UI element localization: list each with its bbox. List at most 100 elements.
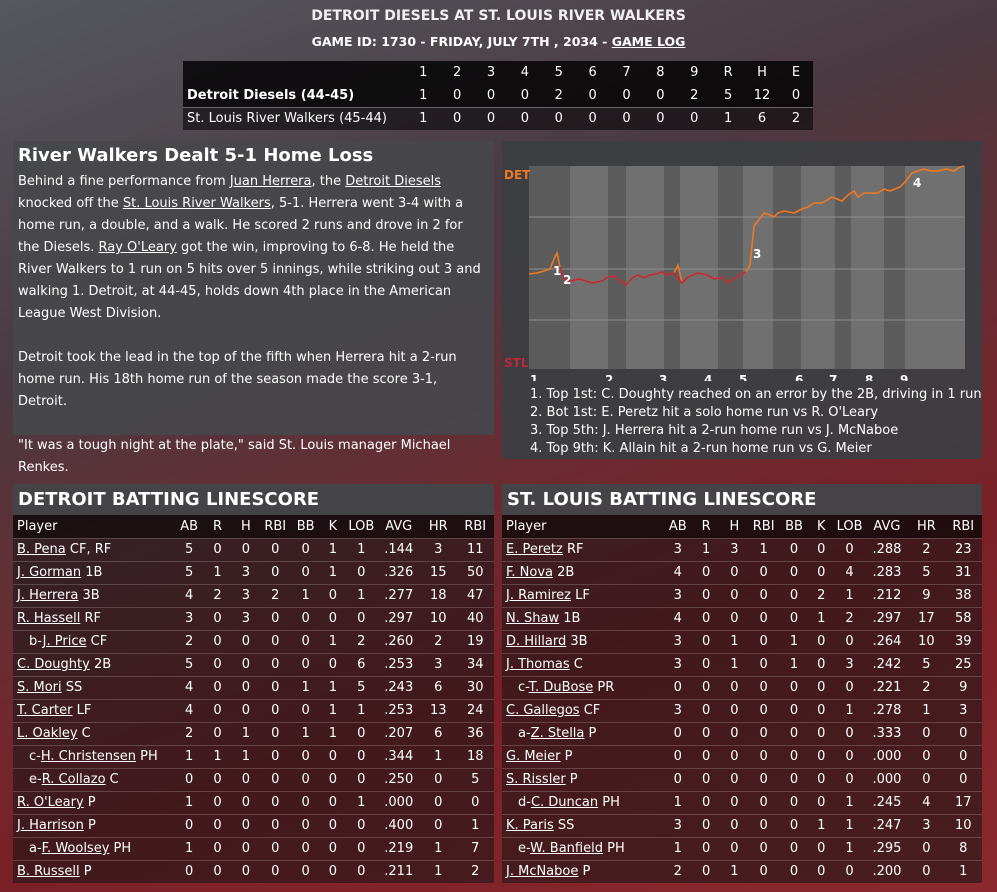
stat-cell: 0 bbox=[691, 629, 721, 653]
sub-prefix: e- bbox=[518, 841, 531, 856]
stat-cell: 0 bbox=[720, 813, 749, 837]
player-name-link[interactable]: C. Gallegos bbox=[506, 703, 580, 718]
player-position: P bbox=[79, 864, 92, 880]
player-name-link[interactable]: R. Collazo bbox=[41, 772, 106, 787]
player-name-link[interactable]: N. Shaw bbox=[506, 611, 560, 626]
player-name-link[interactable]: J. Price bbox=[42, 634, 87, 649]
player-name-link[interactable]: J. Harrison bbox=[17, 818, 84, 833]
player-link-oleary[interactable]: Ray O'Leary bbox=[98, 240, 177, 255]
stat-cell: 0 bbox=[290, 537, 321, 561]
player-name-link[interactable]: Z. Stella bbox=[530, 726, 585, 741]
stat-cell: 0 bbox=[748, 606, 779, 630]
stlouis-batting-table: Player AB R H RBI BB K LOB AVG HR RBI E. Peretz RF 3… bbox=[502, 515, 982, 883]
stat-cell: .264 bbox=[865, 629, 909, 653]
stat-cell: 0 bbox=[175, 859, 204, 883]
player-cell: G. Meier P bbox=[502, 744, 664, 768]
player-name-link[interactable]: F. Nova bbox=[506, 565, 553, 580]
stat-cell: 0 bbox=[290, 629, 321, 653]
player-name-link[interactable]: E. Peretz bbox=[506, 542, 563, 557]
win-probability-graph: DET STL 1 2 3 4 1 2 3 4 5 6 7 8 9 bbox=[504, 165, 965, 381]
player-cell: C. Gallegos CF bbox=[502, 698, 664, 722]
player-position: PH bbox=[136, 749, 158, 764]
player-position: C bbox=[569, 657, 583, 672]
stat-cell: 0 bbox=[748, 813, 779, 837]
player-name-link[interactable]: J. Ramirez bbox=[506, 588, 571, 603]
player-name-link[interactable]: L. Oakley bbox=[17, 726, 78, 741]
team-link-detroit[interactable]: Detroit Diesels bbox=[345, 174, 441, 189]
player-name-link[interactable]: J. Thomas bbox=[506, 657, 570, 672]
team-link-stlouis[interactable]: St. Louis River Walkers bbox=[122, 196, 271, 211]
batting-row: J. McNaboe P 2 0 1 0 0 0 0.200 0 1 bbox=[502, 859, 982, 883]
player-cell: R. O'Leary P bbox=[13, 790, 176, 814]
player-link-herrera[interactable]: Juan Herrera bbox=[229, 174, 312, 189]
game-log-link[interactable]: GAME LOG bbox=[611, 34, 686, 49]
stat-cell: 3 bbox=[908, 813, 945, 837]
stat-cell: 1 bbox=[809, 813, 834, 837]
stat-cell: .212 bbox=[865, 583, 909, 607]
player-name-link[interactable]: G. Meier bbox=[506, 749, 561, 764]
player-name-link[interactable]: K. Paris bbox=[506, 818, 554, 833]
win-probability-notes: 1. Top 1st: C. Doughty reached on an err… bbox=[530, 386, 982, 458]
player-name-link[interactable]: B. Pena bbox=[17, 542, 66, 557]
player-name-link[interactable]: D. Hillard bbox=[506, 634, 567, 649]
player-name-link[interactable]: S. Mori bbox=[17, 680, 62, 695]
player-name-link[interactable]: T. Carter bbox=[17, 703, 73, 718]
player-name-link[interactable]: J. McNaboe bbox=[506, 864, 579, 880]
linescore-header: 1 2 3 4 5 6 7 8 9 R H E bbox=[183, 61, 813, 84]
detroit-batting-linescore: DETROIT BATTING LINESCORE Player AB R H RBI B… bbox=[13, 484, 494, 883]
stat-cell: 0 bbox=[833, 721, 866, 745]
player-name-link[interactable]: C. Duncan bbox=[530, 795, 599, 810]
player-name-link[interactable]: C. Doughty bbox=[17, 657, 90, 672]
player-name-link[interactable]: J. Gorman bbox=[17, 565, 82, 580]
player-cell: a-Z. Stella P bbox=[502, 721, 664, 745]
stat-cell: 1 bbox=[320, 629, 346, 653]
stat-cell: 0 bbox=[778, 767, 810, 791]
player-cell: J. Ramirez LF bbox=[502, 583, 664, 607]
player-name-link[interactable]: W. Banfield bbox=[530, 841, 603, 856]
batting-row: R. O'Leary P 1 0 0 0 0 0 1.000 0 0 bbox=[13, 790, 494, 814]
stat-cell: 23 bbox=[944, 537, 982, 561]
stat-cell: 0 bbox=[720, 767, 749, 791]
stat-cell: 17 bbox=[944, 790, 982, 814]
player-position: P bbox=[83, 795, 96, 810]
player-name-link[interactable]: B. Russell bbox=[17, 864, 80, 880]
stat-cell: 3 bbox=[663, 583, 692, 607]
stat-cell: 0 bbox=[748, 859, 779, 883]
stat-cell: 0 bbox=[778, 583, 810, 607]
stat-cell: 2 bbox=[908, 675, 945, 699]
player-name-link[interactable]: R. Hassell bbox=[17, 611, 81, 626]
player-name-link[interactable]: H. Christensen bbox=[40, 749, 137, 764]
stat-cell: 0 bbox=[809, 537, 834, 561]
stat-cell: 0 bbox=[809, 859, 834, 883]
stat-cell: 0 bbox=[720, 583, 749, 607]
stat-cell: 3 bbox=[663, 652, 692, 676]
stat-cell: 0 bbox=[345, 767, 378, 791]
batting-column-header: HR bbox=[908, 515, 945, 538]
stat-cell: 4 bbox=[663, 606, 692, 630]
linescore-col: 3 bbox=[474, 61, 508, 84]
player-name-link[interactable]: T. DuBose bbox=[528, 680, 594, 695]
stat-cell: 5 bbox=[345, 675, 378, 699]
recap-headline: River Walkers Dealt 5-1 Home Loss bbox=[18, 145, 374, 166]
stat-cell: 0 bbox=[944, 767, 982, 791]
stat-cell: 1 bbox=[345, 698, 378, 722]
stlouis-batting-linescore: ST. LOUIS BATTING LINESCORE Player AB R H RB… bbox=[502, 484, 982, 883]
player-name-link[interactable]: J. Herrera bbox=[17, 588, 79, 603]
stat-cell: 1 bbox=[231, 721, 261, 745]
player-name-link[interactable]: R. O'Leary bbox=[17, 795, 84, 810]
player-name-link[interactable]: S. Rissler bbox=[506, 772, 566, 787]
stat-cell: 0 bbox=[691, 606, 721, 630]
stat-cell: 0 bbox=[748, 767, 779, 791]
stat-cell: 0 bbox=[748, 790, 779, 814]
linescore-col: E bbox=[778, 61, 813, 84]
player-position: P bbox=[565, 772, 578, 787]
stat-cell: 0 bbox=[231, 767, 261, 791]
stat-cell: 0 bbox=[203, 629, 232, 653]
stat-cell: 0 bbox=[203, 836, 232, 860]
linescore-cell: 0 bbox=[440, 84, 475, 107]
player-name-link[interactable]: F. Woolsey bbox=[41, 841, 110, 856]
stat-cell: 0 bbox=[456, 790, 494, 814]
player-position: PH bbox=[598, 795, 620, 810]
stat-cell: 3 bbox=[663, 537, 692, 561]
stat-cell: .144 bbox=[377, 537, 420, 561]
